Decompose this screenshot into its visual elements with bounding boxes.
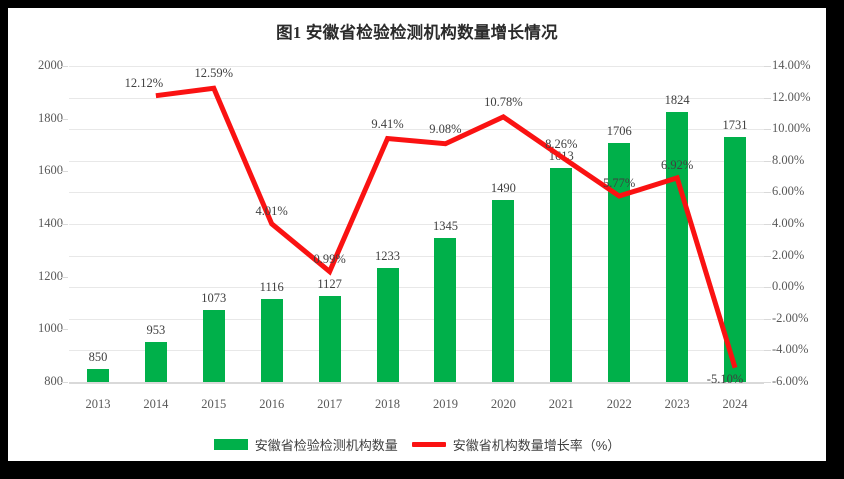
line-data-label: 0.99% [313, 251, 346, 266]
bar-data-label: 953 [146, 322, 166, 337]
bar [260, 298, 283, 382]
category-axis-label: 2014 [143, 397, 169, 411]
right-axis-tick-label: 6.00% [772, 184, 805, 199]
right-axis-tick-label: -4.00% [772, 342, 809, 357]
legend-item-bar-series[interactable]: 安徽省检验检测机构数量 [213, 435, 398, 454]
right-axis-tick-label: 12.00% [772, 89, 811, 104]
left-axis-tick-label: 2000 [38, 58, 63, 72]
bar [86, 368, 109, 382]
right-axis-tick-label: 8.00% [772, 152, 805, 167]
left-axis-tick-label: 1800 [38, 110, 63, 125]
right-axis-tick-label: -6.00% [772, 374, 809, 388]
category-axis-label: 2020 [490, 397, 516, 411]
gridline [69, 287, 764, 289]
category-axis-label: 2018 [375, 397, 401, 411]
line-data-label: 9.08% [429, 121, 462, 136]
bar-data-label: 1345 [432, 219, 458, 234]
right-axis-tick-mark [764, 287, 771, 289]
bar-data-label: 1127 [317, 276, 342, 291]
bar-data-label: 1116 [259, 279, 284, 294]
right-axis-tick-label: -2.00% [772, 310, 809, 325]
bar-data-label: 1731 [722, 117, 748, 132]
chart-legend: 安徽省检验检测机构数量 安徽省机构数量增长率（%） [8, 435, 826, 454]
category-axis-label: 2019 [432, 397, 458, 411]
bar [666, 112, 689, 382]
legend-swatch-line-icon [411, 442, 446, 447]
line-data-label: -5.10% [706, 371, 744, 386]
left-axis-tick-label: 800 [44, 374, 63, 388]
bar-data-label: 1824 [664, 93, 690, 108]
category-axis-label: 2017 [317, 397, 343, 411]
category-axis-label: 2024 [722, 397, 748, 411]
right-axis-tick-mark [764, 66, 771, 67]
category-axis-label: 2021 [548, 397, 574, 411]
line-data-label: 12.59% [194, 66, 234, 81]
category-axis-label: 2016 [259, 397, 285, 411]
bar [202, 310, 225, 382]
axis-baseline [69, 382, 764, 384]
left-axis-tick-mark [61, 382, 68, 383]
right-axis-tick-label: 10.00% [772, 121, 811, 136]
category-axis-label: 2023 [664, 397, 690, 411]
bar [724, 136, 747, 382]
legend-item-line-series[interactable]: 安徽省机构数量增长率（%） [411, 435, 621, 454]
left-axis-tick-label: 1600 [38, 163, 63, 178]
right-axis-tick-mark [764, 318, 771, 320]
left-axis-tick-mark [61, 329, 68, 331]
line-data-label: 10.78% [484, 94, 523, 109]
legend-label-line-series: 安徽省机构数量增长率（%） [452, 438, 621, 453]
bar [144, 341, 167, 382]
right-axis-tick-label: 2.00% [772, 247, 805, 262]
bar-data-label: 1073 [201, 291, 227, 306]
line-data-label: 12.12% [124, 75, 164, 90]
bar [434, 238, 457, 382]
legend-swatch-bar-icon [213, 439, 248, 450]
left-axis-tick-mark [61, 66, 68, 67]
bar-data-label: 1706 [606, 124, 632, 139]
left-axis-tick-mark [61, 224, 68, 225]
right-axis-tick-label: 14.00% [772, 58, 811, 72]
right-axis-tick-mark [764, 160, 771, 162]
category-axis-label: 2022 [606, 397, 632, 411]
category-axis-label: 2015 [201, 397, 227, 411]
left-axis-tick-mark [61, 118, 68, 120]
chart-title: 图1 安徽省检验检测机构数量增长情况 [276, 23, 558, 42]
right-axis-tick-mark [764, 350, 771, 352]
line-data-label: 5.77% [603, 176, 636, 191]
line-data-label: 6.92% [660, 157, 694, 172]
line-data-label: 4.01% [255, 203, 288, 218]
right-axis-tick-mark [764, 129, 771, 131]
right-axis-tick-mark [764, 97, 771, 99]
bar-data-label: 850 [88, 349, 108, 364]
chart-frame: 图1 安徽省检验检测机构数量增长情况 800 1000 1200 1400 1600 18… [8, 8, 826, 461]
right-axis-tick-mark [764, 255, 771, 257]
right-axis-tick-label: 4.00% [772, 216, 805, 230]
line-data-label: 9.41% [371, 116, 404, 131]
bar [492, 200, 515, 382]
left-axis-tick-label: 1000 [38, 321, 63, 336]
right-axis-tick-mark [764, 224, 771, 225]
bar [318, 295, 341, 382]
bar [376, 267, 399, 382]
gridline [69, 350, 764, 352]
bar-data-label: 1233 [375, 248, 401, 263]
line-data-label: 8.26% [545, 136, 578, 151]
right-axis-tick-mark [764, 192, 771, 194]
gridline [69, 192, 764, 194]
gridline [69, 66, 764, 67]
legend-label-bar-series: 安徽省检验检测机构数量 [254, 438, 398, 453]
bar [550, 167, 573, 382]
left-axis-tick-mark [61, 276, 68, 278]
left-axis-tick-label: 1400 [38, 216, 63, 230]
left-axis-tick-label: 1200 [38, 268, 63, 283]
right-axis-tick-mark [764, 382, 771, 383]
category-axis-label: 2013 [85, 397, 111, 411]
bar-data-label: 1490 [490, 181, 516, 196]
left-axis-tick-mark [61, 171, 68, 173]
right-axis-tick-label: 0.00% [772, 279, 805, 294]
gridline [69, 318, 764, 320]
